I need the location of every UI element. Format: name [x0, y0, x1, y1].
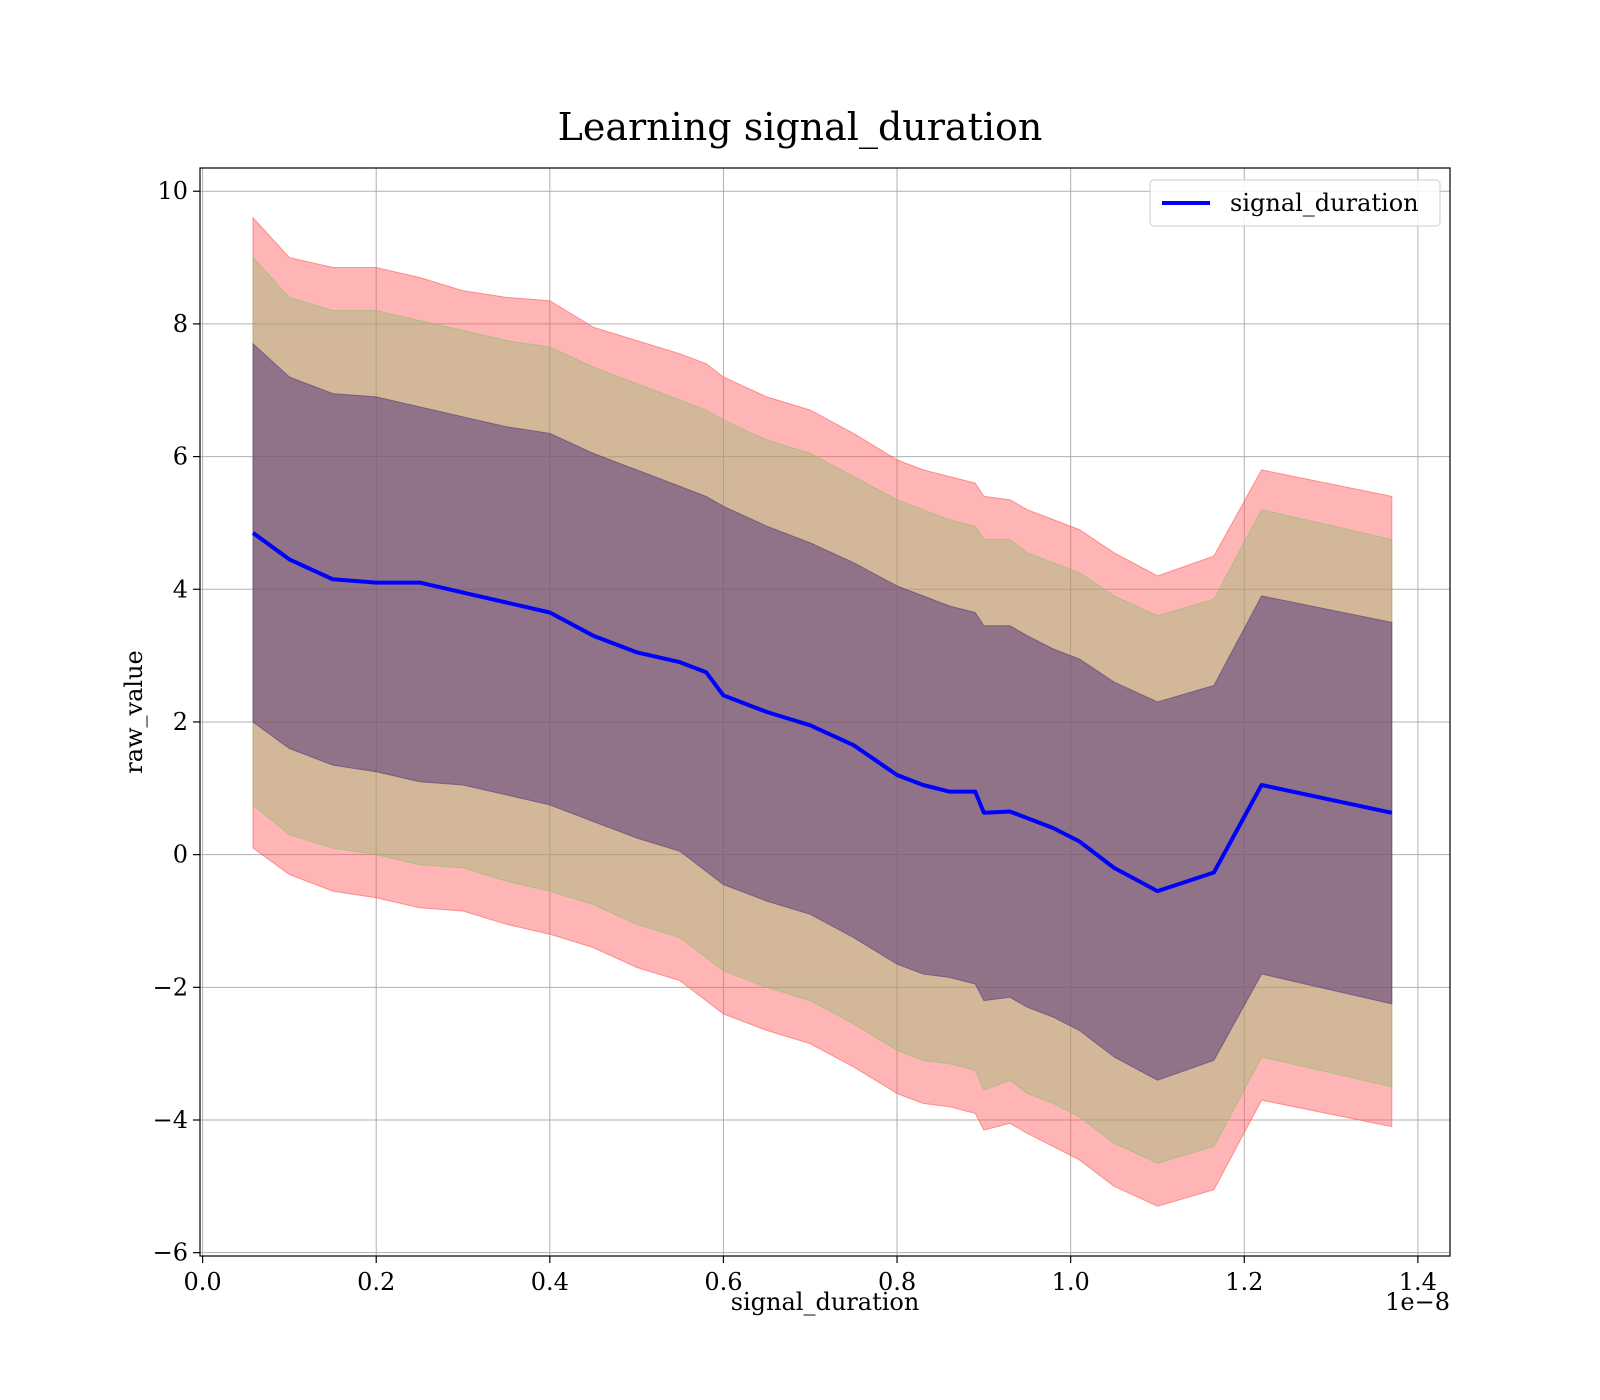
- x-tick-label: 1.4: [1399, 1268, 1437, 1296]
- y-tick-label: 8: [173, 310, 188, 338]
- y-tick-label: 0: [173, 841, 188, 869]
- legend-entry: signal_duration: [1230, 189, 1419, 217]
- y-axis-ticks: −6 −4 −2 0 2 4 6 8 10: [153, 177, 200, 1267]
- y-tick-label: −2: [153, 973, 188, 1001]
- y-tick-label: 10: [157, 177, 188, 205]
- x-tick-label: 0.8: [878, 1268, 916, 1296]
- legend: signal_duration: [1149, 179, 1441, 227]
- series-lines: [251, 531, 1393, 894]
- x-tick-label: 0.4: [531, 1268, 569, 1296]
- series-line-signal_duration: [251, 531, 1393, 894]
- x-axis-ticks: 0.0 0.2 0.4 0.6 0.8 1.0 1.2 1.4: [184, 1256, 1437, 1296]
- x-offset-label: 1e−8: [1385, 1288, 1450, 1316]
- y-tick-label: −4: [153, 1106, 188, 1134]
- y-tick-label: 6: [173, 443, 188, 471]
- confidence-bands: [252, 216, 1393, 1207]
- y-axis-label: raw_value: [120, 650, 148, 774]
- legend-box: [1149, 179, 1441, 227]
- band-inner: [252, 342, 1393, 1081]
- x-tick-label: 0.6: [704, 1268, 742, 1296]
- y-tick-label: 2: [173, 708, 188, 736]
- plot-frame: [199, 167, 1451, 1257]
- x-tick-label: 0.2: [357, 1268, 395, 1296]
- x-tick-label: 1.0: [1052, 1268, 1090, 1296]
- y-tick-label: 4: [173, 575, 188, 603]
- x-axis-label: signal_duration: [731, 1288, 920, 1316]
- chart-title: Learning signal_duration: [558, 105, 1043, 150]
- x-tick-label: 0.0: [184, 1268, 222, 1296]
- y-tick-label: −6: [153, 1239, 188, 1267]
- x-tick-label: 1.2: [1225, 1268, 1263, 1296]
